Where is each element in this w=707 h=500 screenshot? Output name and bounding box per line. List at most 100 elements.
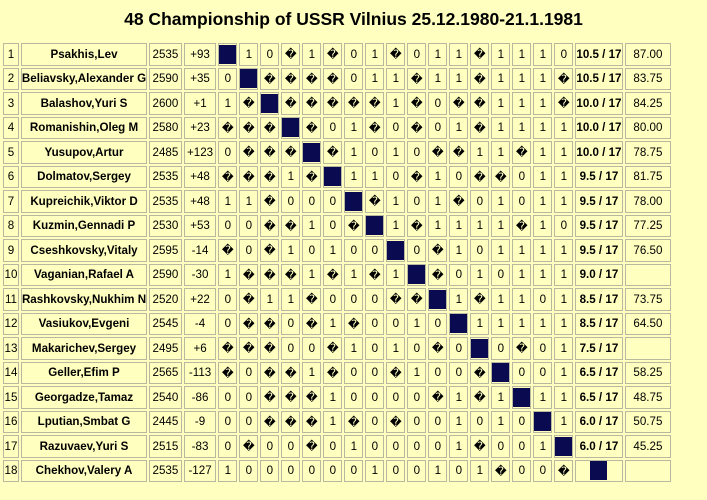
result-cell: 1 — [344, 165, 364, 188]
result-cell: 1 — [281, 165, 301, 188]
result-cell: 0 — [218, 67, 238, 90]
rating-change-cell: +48 — [183, 165, 217, 188]
filled-square-icon — [534, 412, 552, 432]
result-cell: 1 — [533, 435, 553, 458]
result-cell: 1 — [554, 165, 574, 188]
result-cell: 1 — [449, 43, 469, 66]
result-cell: � — [407, 116, 427, 139]
result-cell: 1 — [407, 312, 427, 335]
result-cell: 1 — [491, 92, 511, 115]
result-cell: � — [491, 165, 511, 188]
self-pairing-cell — [239, 67, 259, 90]
result-cell: � — [407, 214, 427, 237]
result-cell: 0 — [407, 435, 427, 458]
tiebreak-cell: 78.00 — [624, 190, 672, 213]
rating-cell: 2580 — [149, 116, 182, 139]
result-cell: 1 — [302, 361, 322, 384]
result-cell: 1 — [533, 312, 553, 335]
table-row: 7 Kupreichik,Viktor D 2535 +48 1 1 � 0 0 0 � 1 0 1 � 0 1… — [3, 190, 705, 213]
result-cell: 0 — [470, 410, 490, 433]
result-cell: � — [239, 312, 259, 335]
result-cell: 1 — [512, 116, 532, 139]
result-cell: 1 — [344, 116, 364, 139]
score-cell: 6.0 / 17 — [575, 435, 623, 458]
result-cell: � — [218, 361, 238, 384]
result-cell: 1 — [344, 337, 364, 360]
rating-cell: 2495 — [149, 337, 182, 360]
result-cell: 0 — [407, 190, 427, 213]
tiebreak-cell: 76.50 — [624, 239, 672, 262]
tiebreak-cell — [624, 263, 672, 286]
result-cell: 1 — [470, 312, 490, 335]
rank-cell: 6 — [3, 165, 19, 188]
result-cell: 0 — [365, 435, 385, 458]
result-cell: 0 — [218, 410, 238, 433]
tiebreak-cell: 77.25 — [624, 214, 672, 237]
result-cell: 0 — [449, 337, 469, 360]
result-cell: � — [323, 92, 343, 115]
result-cell: � — [470, 67, 490, 90]
self-pairing-cell — [302, 141, 322, 164]
result-cell: 1 — [554, 239, 574, 262]
result-cell: 1 — [218, 263, 238, 286]
result-cell: 1 — [470, 459, 490, 482]
result-cell: � — [302, 288, 322, 311]
result-cell: 1 — [218, 92, 238, 115]
filled-square-icon — [240, 69, 258, 89]
result-cell: 1 — [491, 67, 511, 90]
result-cell: � — [281, 263, 301, 286]
player-name-cell: Vasiukov,Evgeni — [20, 312, 148, 335]
result-cell: � — [470, 92, 490, 115]
result-cell: � — [239, 337, 259, 360]
tiebreak-cell: 73.75 — [624, 288, 672, 311]
score-cell: 9.0 / 17 — [575, 263, 623, 286]
result-cell: 0 — [218, 288, 238, 311]
rank-cell: 16 — [3, 410, 19, 433]
result-cell: � — [428, 239, 448, 262]
filled-square-icon — [450, 314, 468, 334]
score-cell: 6.0 / 17 — [575, 410, 623, 433]
player-name-cell: Psakhis,Lev — [20, 43, 148, 66]
player-name-cell: Kupreichik,Viktor D — [20, 190, 148, 213]
filled-square-icon — [324, 167, 342, 187]
table-row: 18 Chekhov,Valery A 2535 -127 1 0 0 0 0 0 0 1 0 0 1 0 1 �… — [3, 459, 705, 482]
result-cell: � — [512, 214, 532, 237]
result-cell: 1 — [491, 239, 511, 262]
result-cell: 0 — [260, 435, 280, 458]
player-name-cell: Chekhov,Valery A — [20, 459, 148, 482]
player-name-cell: Beliavsky,Alexander G — [20, 67, 148, 90]
self-pairing-cell — [344, 190, 364, 213]
result-cell: 0 — [260, 459, 280, 482]
result-cell: 0 — [428, 312, 448, 335]
table-row: 6 Dolmatov,Sergey 2535 +48 � � � 1 � 1 1 0 � 1 0 � � 0 1 1 9… — [3, 165, 705, 188]
self-pairing-cell — [491, 361, 511, 384]
result-cell: 1 — [554, 116, 574, 139]
result-cell: � — [281, 92, 301, 115]
filled-square-icon — [492, 363, 510, 383]
result-cell: 1 — [386, 263, 406, 286]
rating-change-cell: -86 — [183, 386, 217, 409]
tiebreak-cell: 84.25 — [624, 92, 672, 115]
table-row: 12 Vasiukov,Evgeni 2545 -4 0 � � 0 � 1 � 0 0 1 0 1 1 1 1 1 8… — [3, 312, 705, 335]
score-cell: 8.5 / 17 — [575, 288, 623, 311]
player-name-cell: Balashov,Yuri S — [20, 92, 148, 115]
result-cell: 1 — [386, 190, 406, 213]
result-cell: 1 — [449, 435, 469, 458]
result-cell: 1 — [302, 43, 322, 66]
result-cell: 0 — [365, 141, 385, 164]
result-cell: 0 — [344, 386, 364, 409]
rating-change-cell: -127 — [183, 459, 217, 482]
result-cell: 0 — [554, 43, 574, 66]
rank-cell: 15 — [3, 386, 19, 409]
result-cell: 1 — [386, 214, 406, 237]
result-cell: 0 — [281, 435, 301, 458]
table-row: 4 Romanishin,Oleg M 2580 +23 � � � � 0 1 � 0 � 0 1 � 1 1 1… — [3, 116, 705, 139]
result-cell: � — [365, 92, 385, 115]
result-cell: 0 — [302, 239, 322, 262]
result-cell: 0 — [302, 459, 322, 482]
result-cell: 0 — [407, 43, 427, 66]
result-cell: � — [302, 67, 322, 90]
result-cell: 0 — [512, 435, 532, 458]
result-cell: � — [281, 67, 301, 90]
table-row: 15 Georgadze,Tamaz 2540 -86 0 0 � � � 1 0 0 0 0 � 1 � 1 1 1… — [3, 386, 705, 409]
